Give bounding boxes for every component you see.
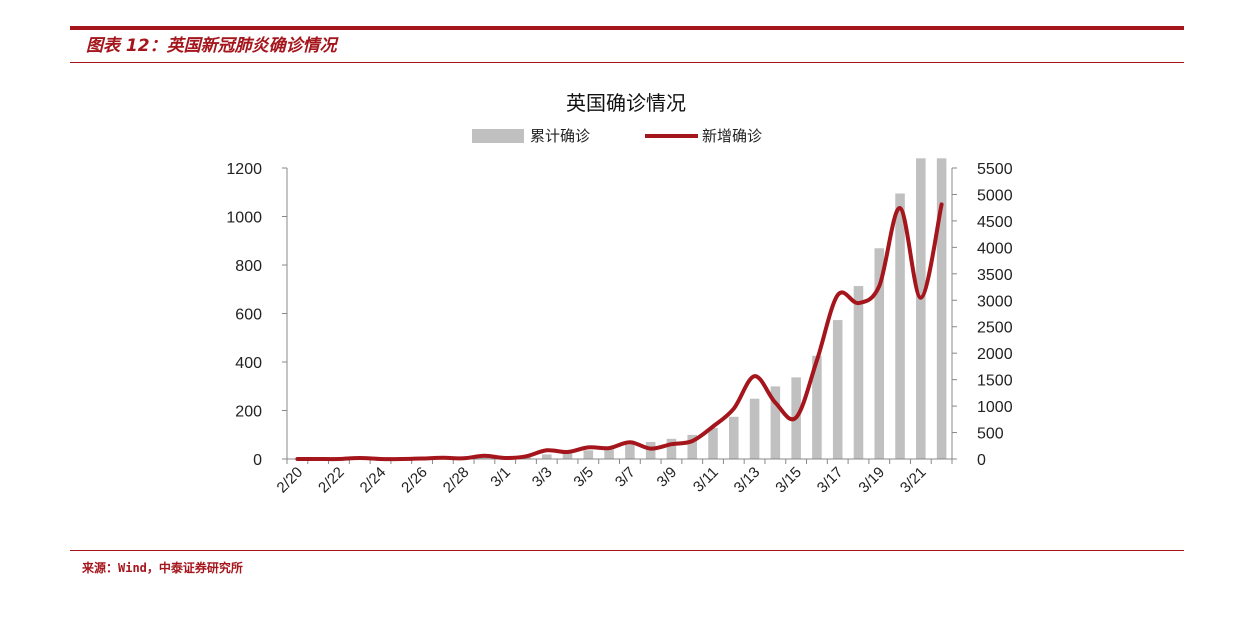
right-tick-label: 500	[977, 426, 1004, 443]
legend-new-label: 新增确诊	[702, 127, 762, 145]
x-tick-label: 3/21	[897, 464, 930, 497]
x-tick-label: 3/15	[772, 464, 805, 497]
left-tick-label: 1000	[226, 210, 262, 227]
top-rule	[70, 26, 1184, 30]
bar-cumulative	[729, 416, 739, 459]
point-new-cases	[670, 443, 673, 445]
point-new-cases	[608, 447, 610, 449]
point-new-cases	[359, 457, 361, 459]
bar-cumulative	[749, 398, 760, 459]
point-new-cases	[795, 416, 797, 419]
point-new-cases	[400, 458, 402, 460]
left-tick-label: 800	[235, 258, 262, 275]
point-new-cases	[379, 458, 382, 460]
series-line-new-cases	[295, 202, 944, 462]
source-note: 来源：Wind，中泰证券研究所	[82, 561, 243, 575]
point-new-cases	[463, 457, 465, 459]
bar-cumulative	[708, 427, 718, 459]
bar-cumulative	[770, 386, 781, 459]
point-new-cases	[733, 407, 735, 410]
point-new-cases	[421, 457, 423, 460]
plot-area: 0 200 400 600 800 1000 1200 0 500 1000 1500 2000 250…	[226, 158, 1013, 497]
bar-cumulative	[479, 457, 490, 459]
bar-cumulative	[832, 320, 843, 459]
x-tick-label: 3/1	[487, 464, 514, 491]
right-tick-label: 2000	[977, 346, 1013, 363]
point-new-cases	[941, 203, 943, 205]
left-tick-label: 200	[235, 404, 262, 421]
bar-cumulative	[874, 248, 885, 459]
x-tick-label: 3/11	[690, 464, 722, 496]
x-tick-label: 3/13	[731, 464, 764, 497]
point-new-cases	[483, 455, 486, 457]
left-tick-label: 0	[253, 452, 262, 469]
point-new-cases	[816, 359, 818, 361]
point-new-cases	[338, 458, 340, 460]
bar-cumulative	[562, 452, 573, 459]
point-new-cases	[317, 458, 319, 460]
point-new-cases	[296, 458, 298, 460]
point-new-cases	[920, 297, 922, 299]
point-new-cases	[753, 375, 756, 377]
point-new-cases	[442, 457, 444, 459]
left-tick-label: 600	[235, 307, 262, 324]
right-tick-label: 5500	[977, 161, 1013, 178]
point-new-cases	[629, 441, 631, 443]
left-tick-label: 400	[235, 355, 262, 372]
bottom-rule	[70, 550, 1184, 551]
caption-rule	[70, 62, 1184, 63]
right-tick-label: 2500	[977, 320, 1013, 337]
x-tick-label: 3/17	[814, 464, 847, 497]
x-tick-label: 3/19	[855, 464, 888, 497]
right-tick-label: 1500	[977, 373, 1013, 390]
point-new-cases	[504, 457, 506, 459]
x-tick-label: 2/26	[398, 464, 431, 497]
x-tick-label: 2/20	[274, 464, 307, 497]
point-new-cases	[837, 294, 839, 296]
bar-cumulative	[583, 450, 594, 459]
bar-cumulative	[687, 434, 698, 459]
x-tick-label: 3/3	[529, 464, 556, 491]
bar-cumulative	[812, 355, 822, 459]
right-tick-label: 5000	[977, 187, 1013, 204]
right-tick-label: 3000	[977, 293, 1013, 310]
legend: 累计确诊 新增确诊	[472, 127, 762, 145]
point-new-cases	[587, 446, 589, 448]
point-new-cases	[712, 425, 714, 428]
point-new-cases	[899, 207, 901, 209]
point-new-cases	[546, 449, 548, 451]
right-tick-label: 4500	[977, 214, 1013, 231]
x-tick-label: 3/9	[654, 464, 681, 491]
point-new-cases	[566, 451, 569, 453]
x-tick-label: 2/28	[440, 464, 473, 497]
point-new-cases	[525, 455, 527, 457]
bar-cumulative	[936, 158, 947, 460]
point-new-cases	[857, 302, 860, 304]
right-tick-label: 1000	[977, 399, 1013, 416]
legend-cumulative-label: 累计确诊	[530, 127, 590, 145]
left-tick-label: 1200	[226, 161, 262, 178]
legend-cumulative-swatch	[472, 129, 524, 143]
bar-cumulative	[916, 158, 926, 460]
chart-title: 英国确诊情况	[566, 91, 686, 115]
bar-cumulative	[853, 286, 864, 459]
bar-cumulative	[666, 438, 677, 459]
point-new-cases	[650, 447, 652, 450]
right-tick-label: 4000	[977, 240, 1013, 257]
x-tick-label: 3/5	[570, 464, 597, 491]
point-new-cases	[774, 402, 776, 404]
point-new-cases	[878, 285, 880, 287]
bar-cumulative	[625, 444, 635, 459]
bar-cumulative	[604, 447, 614, 459]
point-new-cases	[691, 440, 693, 442]
bar-cumulative	[895, 193, 905, 459]
right-tick-label: 0	[977, 452, 986, 469]
x-tick-label: 2/22	[315, 464, 348, 497]
x-tick-label: 2/24	[357, 464, 390, 497]
x-tick-label: 3/7	[612, 464, 639, 491]
bar-cumulative	[541, 454, 552, 459]
right-tick-label: 3500	[977, 267, 1013, 284]
figure-caption: 图表 12：英国新冠肺炎确诊情况	[86, 36, 337, 56]
